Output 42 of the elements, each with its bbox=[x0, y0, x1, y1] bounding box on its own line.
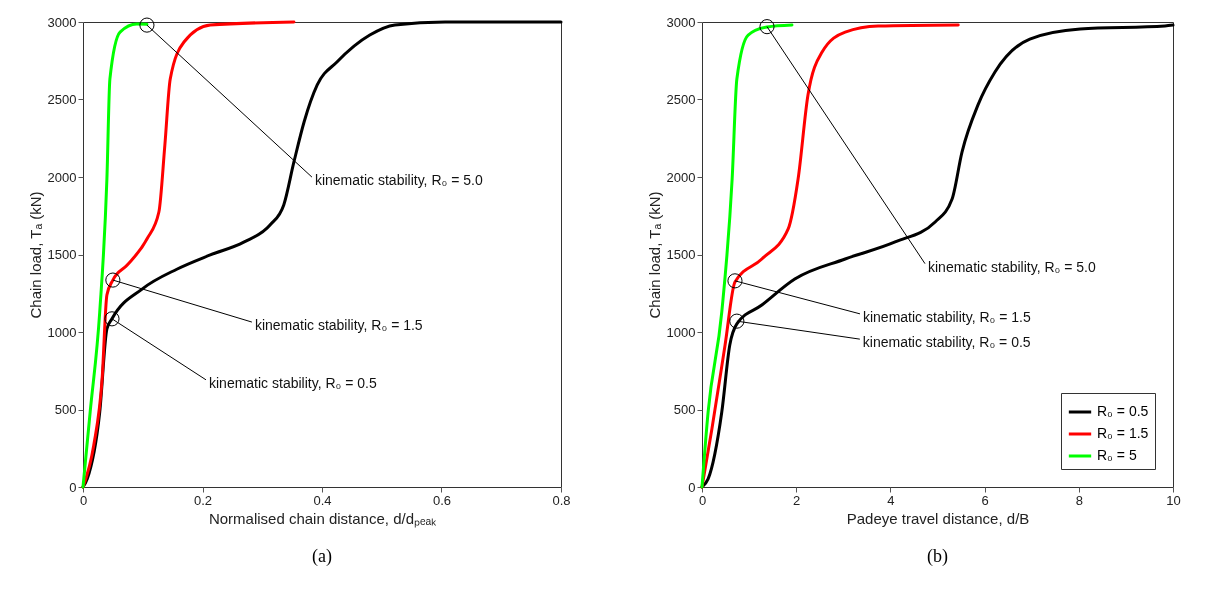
annotation: kinematic stability, R₀ = 1.5 bbox=[862, 308, 1031, 325]
x-tick-label: 0.6 bbox=[432, 492, 452, 508]
x-tick-label: 0 bbox=[698, 492, 707, 508]
x-tick-label: 10 bbox=[1166, 492, 1181, 508]
annotation: kinematic stability, R₀ = 0.5 bbox=[208, 374, 377, 391]
legend-label: R₀ = 1.5 bbox=[1097, 425, 1149, 441]
y-tick-label: 1500 bbox=[666, 247, 696, 262]
x-tick-label: 0.4 bbox=[313, 492, 332, 508]
x-tick-label: 6 bbox=[981, 492, 989, 508]
text: (b) bbox=[927, 546, 948, 567]
y-axis-title: Chain load, Tₐ (kN) bbox=[645, 191, 663, 319]
y-tick-label: 2000 bbox=[666, 169, 696, 185]
y-tick-label: 1500 bbox=[47, 247, 77, 262]
y-tick-label: 3000 bbox=[47, 14, 77, 30]
legend-label: R₀ = 0.5 bbox=[1097, 403, 1149, 419]
y-tick-label: 3000 bbox=[666, 14, 696, 30]
annotation: kinematic stability, R₀ = 5.0 bbox=[928, 258, 1096, 275]
y-tick-label: 500 bbox=[54, 402, 77, 417]
y-tick-label: 0 bbox=[69, 479, 77, 495]
y-tick-label: 1000 bbox=[47, 324, 77, 340]
y-tick-label: 2000 bbox=[47, 169, 77, 185]
annotation: kinematic stability, R₀ = 0.5 bbox=[862, 334, 1031, 351]
y-tick-label: 1000 bbox=[666, 324, 696, 340]
line-series bbox=[700, 23, 1175, 489]
x-tick-label: 4 bbox=[887, 492, 895, 508]
x-axis-title: Padeye travel distance, d/B bbox=[846, 509, 1030, 527]
x-tick-label: 8 bbox=[1075, 492, 1083, 508]
annotation: kinematic stability, R₀ = 1.5 bbox=[254, 317, 423, 334]
annotation: kinematic stability, R₀ = 5.0 bbox=[314, 172, 483, 189]
text: (a) bbox=[312, 546, 332, 567]
y-tick-label: 2500 bbox=[666, 92, 696, 107]
x-axis-title: Normalised chain distance, d/dₚₑₐₖ bbox=[208, 509, 438, 528]
x-tick-label: 0.8 bbox=[552, 492, 571, 508]
y-tick-label: 500 bbox=[673, 402, 696, 417]
y-tick-label: 2500 bbox=[47, 92, 77, 107]
x-tick-label: 0 bbox=[79, 492, 88, 508]
legend-label: R₀ = 5 bbox=[1097, 447, 1137, 463]
x-tick-label: 0.2 bbox=[193, 492, 213, 508]
x-tick-label: 2 bbox=[793, 492, 801, 508]
y-axis-title: Chain load, Tₐ (kN) bbox=[26, 191, 44, 319]
y-tick-label: 0 bbox=[688, 479, 696, 495]
point bbox=[104, 311, 120, 327]
